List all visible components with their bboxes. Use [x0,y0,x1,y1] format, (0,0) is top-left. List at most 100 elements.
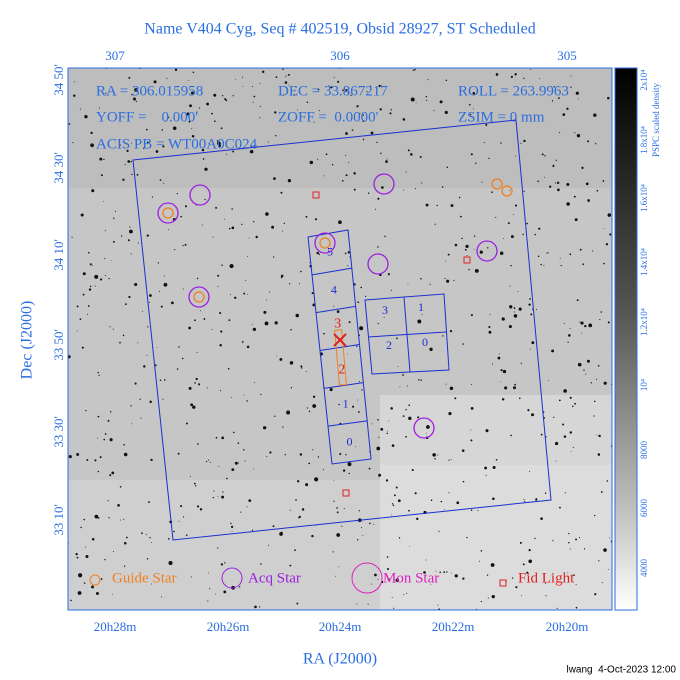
star-dot [563,435,567,438]
star-dot [216,140,219,142]
star-dot [414,68,416,71]
star-dot [587,359,590,363]
star-dot [220,127,223,130]
star-dot [197,443,199,445]
star-dot [76,305,79,308]
star-dot [185,422,188,425]
star-dot [273,256,275,258]
star-dot [579,321,581,323]
star-dot [204,167,208,171]
star-dot [123,452,128,457]
star-dot [466,536,468,539]
star-dot [462,480,465,483]
star-dot [555,460,557,462]
star-dot [545,582,547,584]
star-dot [219,312,222,315]
star-dot [395,486,398,489]
star-dot [104,433,107,435]
star-dot [166,77,168,79]
star-dot [230,294,231,296]
star-dot [243,292,246,295]
star-dot [269,291,271,293]
star-dot [182,516,185,518]
star-dot [189,475,191,477]
star-dot [110,411,112,413]
star-dot [111,471,115,475]
star-dot [254,605,257,609]
star-dot [553,416,555,419]
chip-divider [319,344,360,351]
star-dot [281,230,283,232]
star-dot [477,510,479,512]
star-dot [272,525,275,528]
star-dot [147,326,149,328]
star-dot [451,572,453,574]
star-dot [168,560,173,566]
star-dot [374,573,377,577]
star-dot [181,117,183,119]
star-dot [98,374,100,376]
star-dot [358,411,360,413]
star-dot [405,435,407,438]
guide-star [501,185,513,197]
star-dot [81,346,84,349]
star-dot [149,536,151,539]
colorbar-tick-label: 1.6x10⁴ [639,184,649,212]
acis-i-chip-label: 2 [386,338,392,352]
star-dot [560,264,562,267]
star-dot [595,378,597,380]
info-acis-pb: ACIS PB = WT00A0C024 [96,136,258,152]
star-dot [407,149,410,152]
star-dot [156,346,158,348]
colorbar-tick-label: 1.4x10⁴ [639,248,649,276]
info-ra: RA = 306.015958 [96,83,203,99]
star-dot [248,237,250,239]
star-dot [213,490,215,492]
star-dot [212,496,215,499]
star-dot [322,469,324,471]
star-dot [472,91,476,95]
star-dot [462,343,464,345]
star-dot [318,110,320,112]
star-dot [509,305,513,309]
star-dot [524,500,526,503]
star-dot [300,367,303,369]
star-dot [129,229,133,234]
star-dot [470,153,473,156]
star-dot [82,272,86,276]
star-dot [243,449,245,451]
star-dot [350,94,352,96]
star-dot [486,574,489,576]
star-dot [127,239,130,242]
star-dot [585,182,589,186]
star-dot [386,432,388,435]
star-dot [514,94,516,96]
star-dot [229,263,234,269]
star-dot [97,415,100,418]
star-dot [574,132,576,134]
star-dot [211,112,213,115]
guide-star [319,237,331,249]
star-dot [448,459,450,461]
star-dot [306,407,309,409]
star-dot [160,305,163,308]
star-dot [528,303,531,306]
star-dot [468,269,470,271]
star-dot [549,185,552,188]
star-dot [377,246,379,248]
star-dot [164,120,166,122]
star-dot [258,606,261,608]
star-dot [607,213,612,217]
star-dot [341,180,344,182]
star-dot [207,572,209,574]
star-dot [480,600,483,603]
star-dot [296,480,300,483]
star-dot [207,600,209,602]
star-dot [416,517,419,521]
star-dot [77,573,83,578]
star-dot [391,503,394,505]
bottom-tick-label: 20h22m [432,619,475,634]
star-dot [485,123,488,126]
star-dot [337,80,340,83]
star-dot [216,141,221,146]
